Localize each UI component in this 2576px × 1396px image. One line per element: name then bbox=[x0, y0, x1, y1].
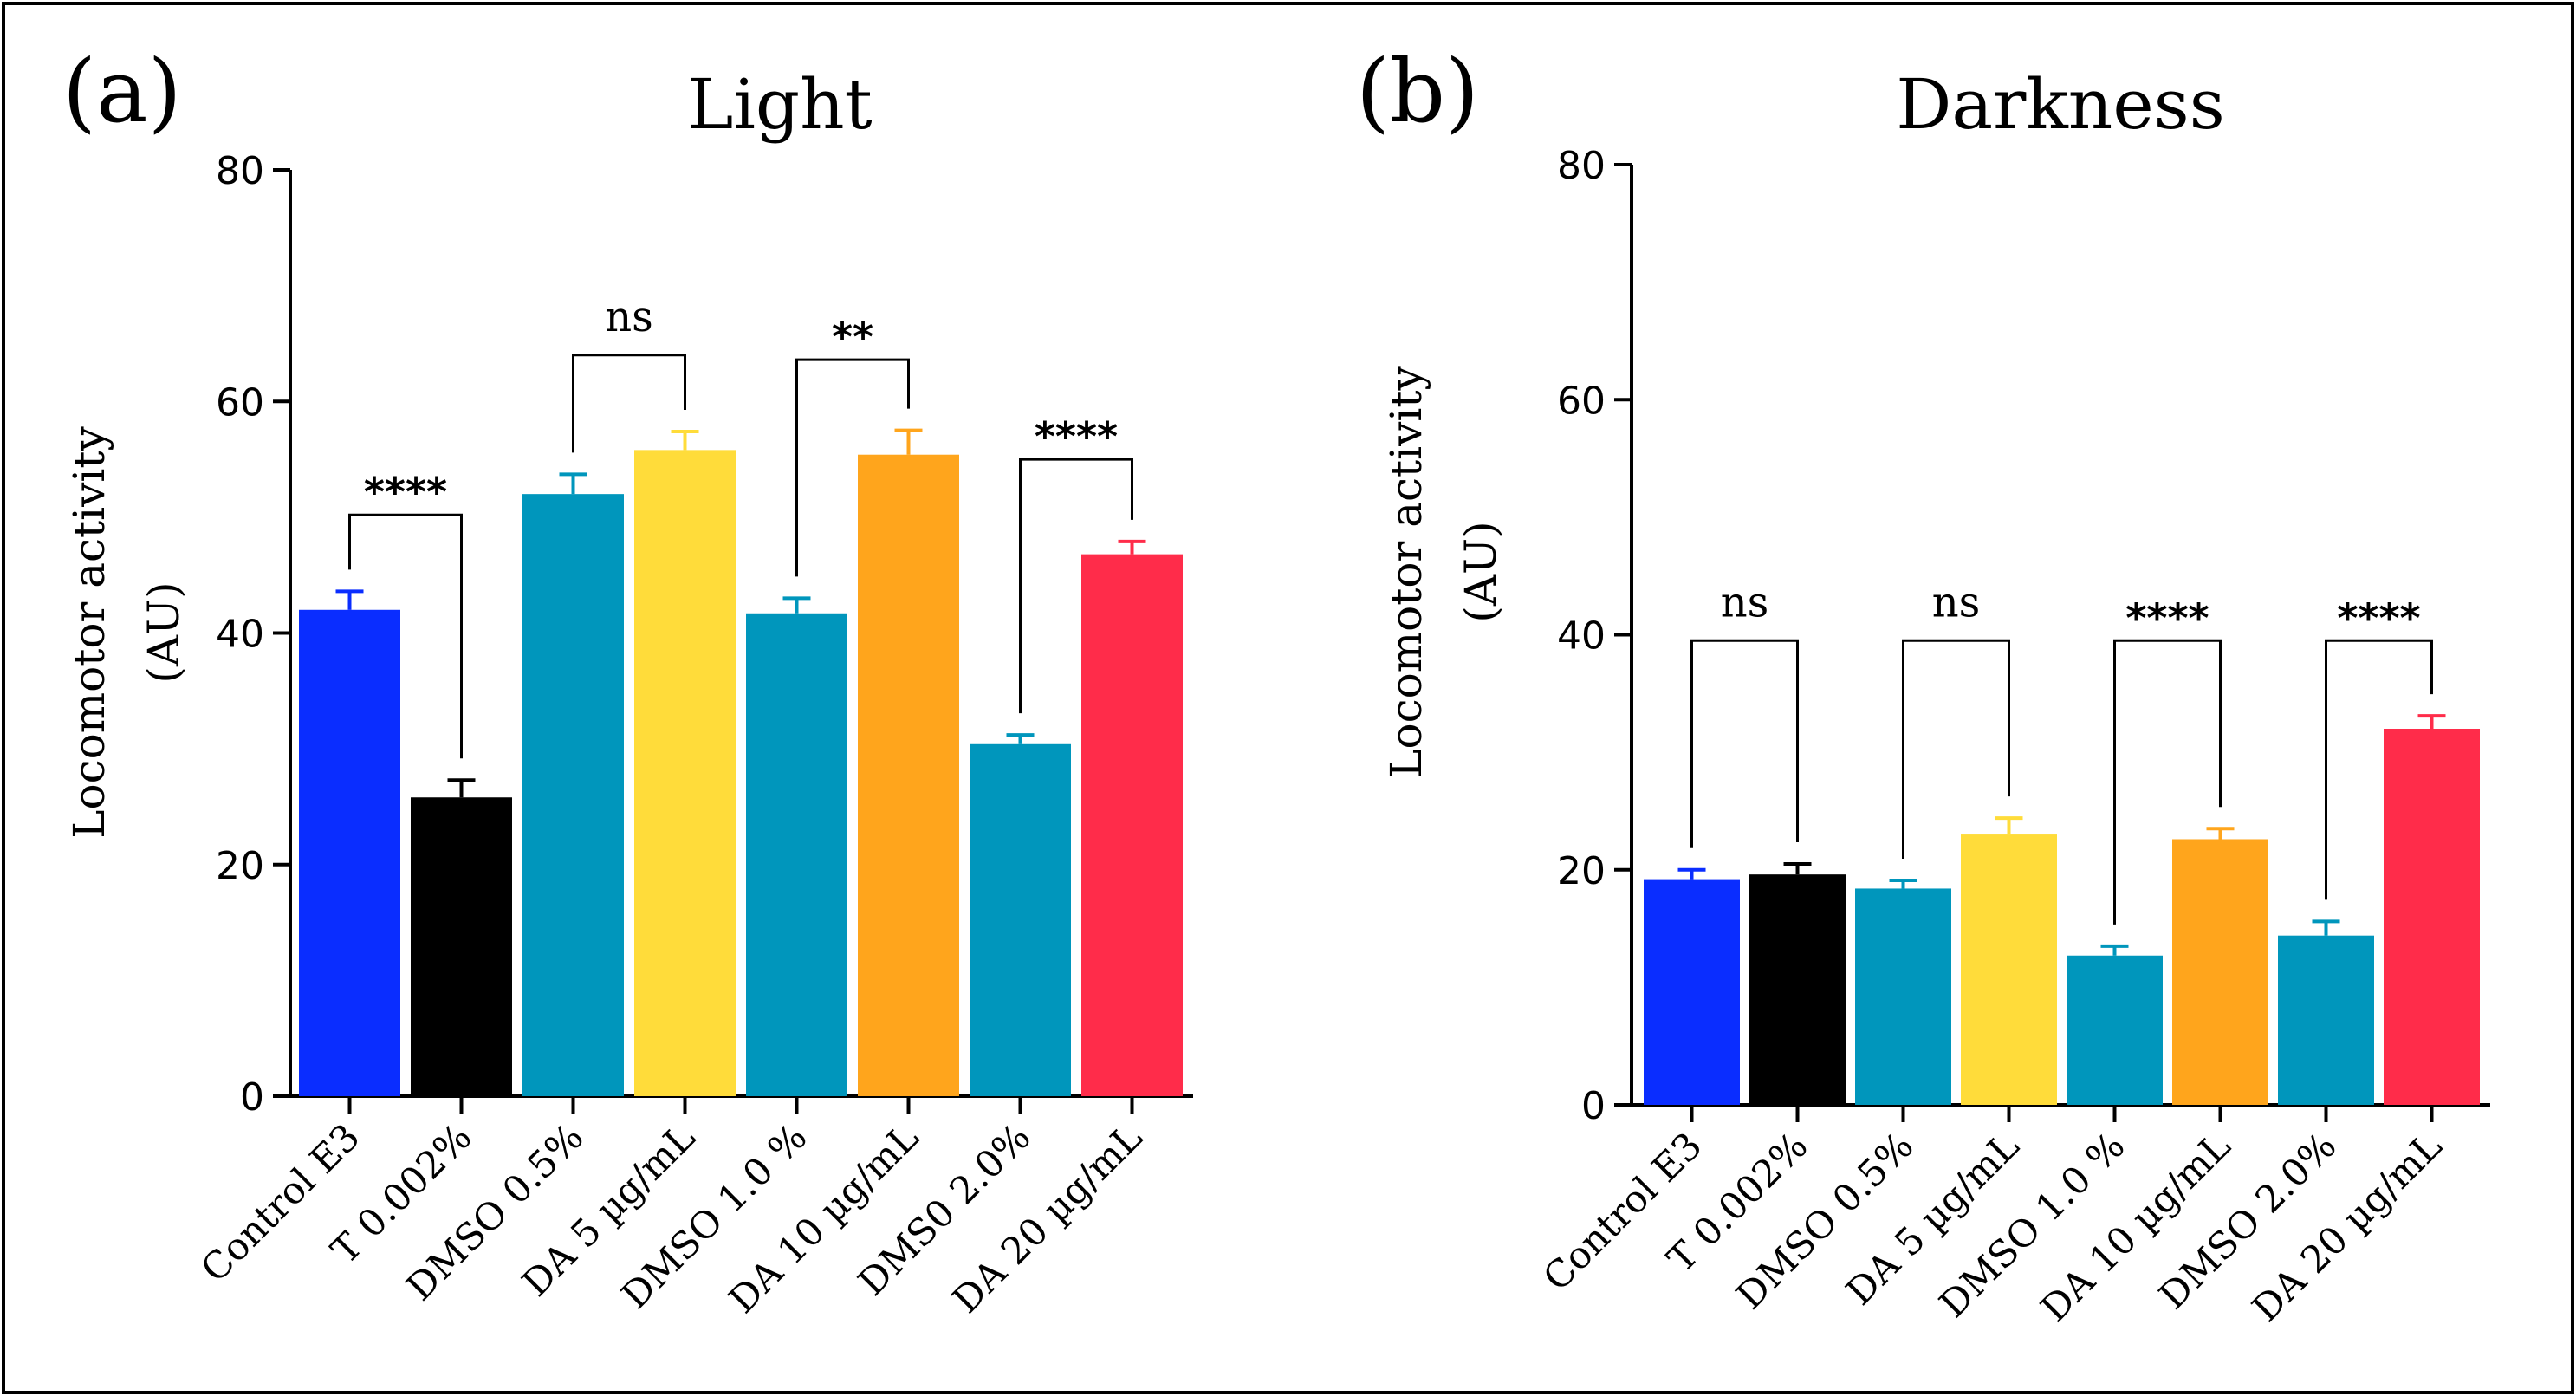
chart-title: Darkness bbox=[1896, 64, 2225, 145]
bar bbox=[1961, 834, 2057, 1105]
y-tick-label: 20 bbox=[1557, 849, 1606, 893]
y-axis-label-unit: (AU) bbox=[1456, 521, 1506, 622]
significance-label: **** bbox=[364, 469, 447, 516]
bar bbox=[970, 743, 1071, 1096]
significance-label: ns bbox=[605, 293, 653, 341]
significance-label: **** bbox=[2125, 594, 2209, 641]
significance-bracket bbox=[2113, 639, 2222, 925]
bar bbox=[411, 797, 512, 1096]
y-axis-label-unit: (AU) bbox=[139, 581, 189, 683]
bar bbox=[746, 613, 847, 1096]
bar bbox=[2278, 935, 2374, 1105]
x-tick-label: DMSO 1.0 % bbox=[1931, 1124, 2133, 1326]
significance-label: **** bbox=[1035, 413, 1118, 460]
bar bbox=[1749, 874, 1846, 1105]
bar bbox=[1644, 879, 1740, 1105]
significance-bracket bbox=[795, 358, 910, 577]
y-tick-label: 80 bbox=[1557, 144, 1606, 188]
x-tick-label: DA 20 µg/mL bbox=[944, 1115, 1151, 1321]
y-tick-label: 60 bbox=[1557, 379, 1606, 423]
significance-bracket bbox=[1902, 639, 2010, 859]
bar bbox=[299, 609, 400, 1096]
significance-bracket bbox=[1690, 639, 1799, 848]
x-tick-label: DA 20 µg/mL bbox=[2244, 1124, 2450, 1330]
significance-bracket bbox=[348, 513, 463, 759]
panel-label: (b) bbox=[1356, 41, 1479, 142]
chart-title: Light bbox=[687, 64, 873, 145]
bar bbox=[858, 454, 959, 1096]
bar bbox=[2067, 955, 2163, 1105]
y-tick-label: 40 bbox=[1557, 614, 1606, 659]
y-tick-label: 60 bbox=[216, 380, 264, 425]
significance-label: ns bbox=[1932, 578, 1981, 627]
significance-bracket bbox=[2325, 639, 2433, 900]
y-tick-label: 0 bbox=[1581, 1084, 1606, 1128]
x-tick-label: DA 10 µg/mL bbox=[2033, 1124, 2239, 1330]
significance-label: ns bbox=[1721, 578, 1769, 627]
bar bbox=[522, 494, 624, 1096]
panel-label: (a) bbox=[62, 41, 182, 142]
bar bbox=[2384, 729, 2480, 1105]
y-tick-label: 80 bbox=[216, 149, 264, 193]
significance-label: **** bbox=[2337, 594, 2420, 641]
x-tick-label: Control E3 bbox=[193, 1115, 368, 1290]
significance-label: ** bbox=[832, 314, 873, 360]
chart-panel-darkness: (b) Darkness Locomotor activity (AU) 0 20 40 60… bbox=[1356, 41, 2490, 1331]
y-tick-label: 40 bbox=[216, 613, 264, 657]
y-tick-label: 0 bbox=[240, 1075, 264, 1120]
y-tick-label: 20 bbox=[216, 844, 264, 888]
bar bbox=[1081, 554, 1183, 1096]
chart-panel-light: (a) Light Locomotor activity (AU) 0 20 40 60 80 C… bbox=[62, 41, 1193, 1322]
y-axis-label: Locomotor activity bbox=[64, 426, 114, 839]
bar bbox=[2172, 839, 2268, 1105]
significance-bracket bbox=[1019, 458, 1133, 714]
y-axis-label: Locomotor activity bbox=[1381, 366, 1431, 778]
bar bbox=[634, 450, 736, 1096]
bar bbox=[1855, 888, 1951, 1105]
x-tick-label: DA 10 µg/mL bbox=[721, 1115, 927, 1321]
significance-bracket bbox=[572, 354, 686, 453]
